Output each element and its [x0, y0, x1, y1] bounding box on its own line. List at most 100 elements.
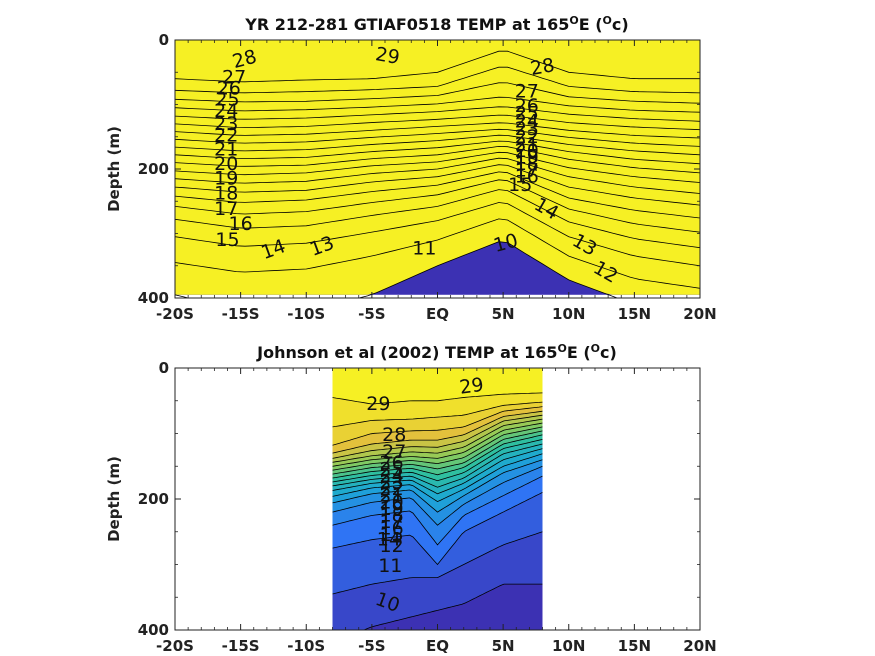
contour-label: 19 [214, 168, 238, 190]
contour-label: 17 [515, 159, 539, 181]
contour-label: 22 [515, 126, 539, 148]
contour-label: 15 [215, 229, 239, 251]
isotherm-21 [332, 430, 543, 475]
isotherm-28 [332, 401, 543, 428]
isotherm-19 [175, 140, 700, 165]
contour-label: 22 [214, 125, 238, 147]
contour-label: 29 [458, 374, 485, 399]
x-tick-label: -15S [222, 637, 260, 655]
x-tick-label: -5S [358, 305, 385, 323]
x-tick-label: 10N [552, 637, 585, 655]
contour-label: 20 [380, 491, 404, 513]
y-axis-label: Depth (m) [105, 456, 123, 542]
contour-label: 18 [214, 183, 238, 205]
contour-label: 27 [515, 81, 539, 103]
contour-label: 21 [380, 485, 404, 507]
isotherm-21 [175, 151, 700, 183]
isotherm-10 [175, 50, 700, 83]
contour-label: 12 [380, 535, 404, 557]
contour-label: 18 [380, 504, 404, 526]
isotherm-14 [175, 106, 700, 122]
isotherm-29 [175, 241, 619, 298]
x-tick-label: 20N [683, 305, 716, 323]
isotherm-14 [332, 465, 543, 526]
isotherm-20 [175, 145, 700, 174]
isotherm-13 [332, 475, 543, 546]
isotherm-16 [332, 453, 543, 503]
contour-label: 26 [515, 95, 539, 117]
contour-label: 16 [515, 166, 539, 188]
isotherm-24 [332, 418, 543, 463]
contour-label: 18 [515, 153, 539, 175]
isotherm-17 [175, 128, 700, 147]
contour-label: 23 [214, 113, 238, 135]
isotherm-11 [332, 531, 543, 595]
x-tick-label: EQ [426, 305, 449, 323]
heatmap-fill [332, 368, 543, 630]
contour-label: 20 [214, 153, 238, 175]
panel-title: YR 212-281 GTIAF0518 TEMP at 165OE (Oc) [244, 14, 628, 34]
isotherm-24 [175, 171, 700, 219]
contour-label: 28 [382, 424, 406, 446]
contour-label: 14 [377, 529, 401, 551]
isotherm-25 [175, 179, 700, 233]
y-tick-label: 200 [138, 160, 169, 178]
isotherm-26 [175, 189, 700, 249]
isotherm-20 [332, 434, 543, 479]
isotherm-18 [175, 134, 700, 156]
contour-label: 24 [515, 110, 539, 132]
isotherm-12 [175, 82, 700, 104]
contour-label: 26 [217, 77, 241, 99]
contour-label: 24 [380, 465, 404, 487]
contour-label: 20 [515, 140, 539, 162]
y-tick-label: 400 [138, 621, 169, 639]
contour-label: 29 [374, 43, 402, 69]
heatmap-fill [175, 40, 700, 295]
contour-label: 24 [214, 100, 238, 122]
x-tick-label: 5N [492, 637, 515, 655]
x-tick-label: -20S [156, 305, 194, 323]
contour-label: 29 [366, 393, 390, 415]
isotherm-13 [175, 96, 700, 113]
isotherm-27 [175, 202, 700, 267]
contour-label: 19 [380, 498, 404, 520]
y-axis-label: Depth (m) [105, 126, 123, 212]
isotherm-23 [332, 422, 543, 467]
y-tick-label: 0 [159, 359, 169, 377]
x-tick-label: -5S [358, 637, 385, 655]
isotherm-29 [332, 392, 543, 405]
isotherm-10 [362, 583, 543, 630]
x-tick-label: 15N [618, 637, 651, 655]
contour-label: 27 [222, 66, 246, 88]
contour-label: 16 [229, 213, 253, 235]
x-tick-label: -15S [222, 305, 260, 323]
isotherm-25 [332, 414, 543, 459]
y-tick-label: 200 [138, 490, 169, 508]
isotherm-22 [175, 157, 700, 194]
contour-label: 15 [508, 174, 532, 196]
isotherm-11 [175, 66, 700, 94]
contour-label: 25 [215, 88, 239, 110]
isotherm-18 [332, 443, 543, 488]
contour-label: 25 [380, 459, 404, 481]
x-tick-label: -20S [156, 637, 194, 655]
x-axis: -20S -15S -10S -5S EQ 5N 10N 15N 20N [156, 40, 717, 323]
x-tick-label: -10S [287, 637, 325, 655]
x-tick-label: 20N [683, 637, 716, 655]
contour-label: 28 [529, 54, 557, 80]
contour-label: 11 [412, 237, 436, 259]
isotherm-26 [332, 410, 543, 454]
contour-label: 17 [214, 198, 238, 220]
x-tick-label: 15N [618, 305, 651, 323]
contour-label: 26 [380, 452, 404, 474]
x-tick-label: -10S [287, 305, 325, 323]
contour-label: 23 [515, 118, 539, 140]
contour-label: 22 [380, 478, 404, 500]
contour-label: 27 [382, 441, 406, 463]
contour-label: 21 [214, 139, 238, 161]
contour-label: 16 [380, 518, 404, 540]
x-axis: -20S -15S -10S -5S EQ 5N 10N 15N 20N [156, 368, 717, 655]
y-tick-label: 0 [159, 31, 169, 49]
contour-label: 23 [380, 472, 404, 494]
isotherm-12 [332, 492, 543, 566]
